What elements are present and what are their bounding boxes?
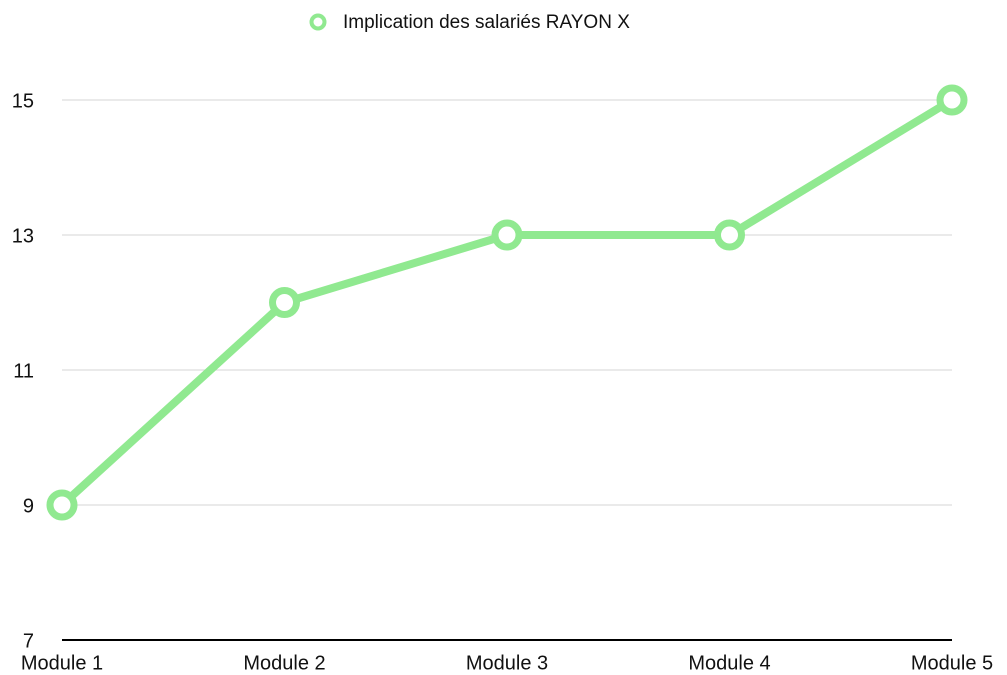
y-tick-label: 7 — [23, 630, 34, 652]
legend-label: Implication des salariés RAYON X — [343, 12, 630, 33]
y-tick-label: 11 — [13, 360, 34, 382]
point — [269, 287, 300, 318]
y-tick-label: 9 — [23, 495, 34, 517]
point — [491, 219, 523, 251]
point — [46, 489, 78, 521]
x-tick-label: Module 4 — [688, 652, 770, 674]
x-tick-label: Module 5 — [911, 652, 993, 674]
legend-marker — [309, 13, 327, 31]
point — [936, 84, 968, 116]
y-tick-label: 15 — [12, 90, 34, 112]
legend: Implication des salariés RAYON X — [309, 12, 630, 33]
x-tick-label: Module 3 — [466, 652, 548, 674]
point — [714, 219, 745, 251]
y-tick-label: 13 — [12, 225, 34, 247]
line — [58, 96, 956, 509]
x-tick-label: Module 1 — [21, 652, 103, 674]
x-tick-label: Module 2 — [243, 652, 325, 674]
